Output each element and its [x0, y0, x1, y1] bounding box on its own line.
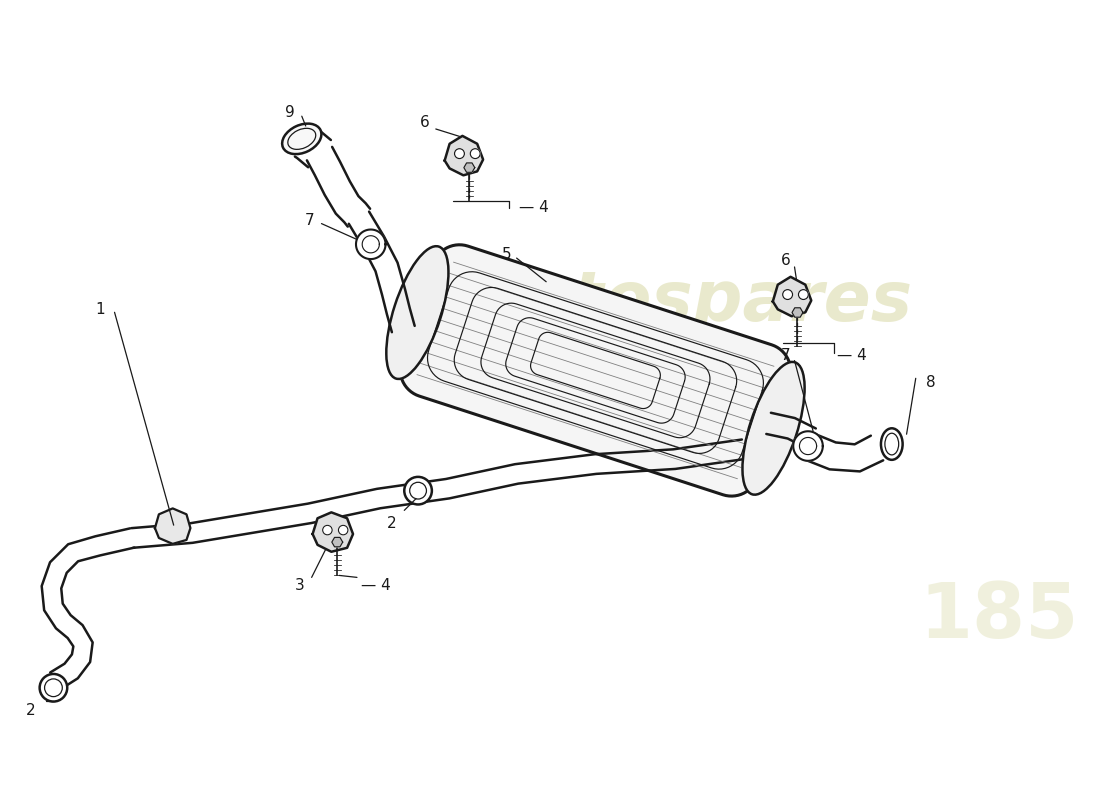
Text: 7: 7 — [305, 213, 315, 228]
Polygon shape — [356, 230, 385, 259]
Text: — 4: — 4 — [361, 578, 390, 593]
Text: — 4: — 4 — [837, 348, 867, 363]
Circle shape — [405, 477, 432, 505]
Polygon shape — [42, 528, 134, 690]
Polygon shape — [464, 163, 475, 172]
Circle shape — [471, 149, 481, 158]
Text: autospares: autospares — [475, 268, 913, 335]
Polygon shape — [803, 434, 883, 471]
Polygon shape — [155, 509, 190, 544]
Text: 6: 6 — [781, 253, 791, 267]
Polygon shape — [307, 147, 370, 226]
Circle shape — [40, 674, 67, 702]
Polygon shape — [767, 413, 816, 448]
Circle shape — [799, 290, 808, 299]
Polygon shape — [773, 277, 812, 316]
Text: 8: 8 — [925, 374, 935, 390]
Circle shape — [339, 526, 348, 535]
Polygon shape — [295, 127, 331, 167]
Text: 9: 9 — [285, 105, 295, 120]
Circle shape — [454, 149, 464, 158]
Polygon shape — [792, 308, 803, 317]
Polygon shape — [444, 136, 483, 175]
Ellipse shape — [742, 362, 804, 494]
Text: 1: 1 — [95, 302, 104, 317]
Text: a passion for parts since 1985: a passion for parts since 1985 — [487, 366, 802, 386]
Circle shape — [322, 526, 332, 535]
Polygon shape — [332, 538, 343, 547]
Ellipse shape — [881, 428, 903, 460]
Polygon shape — [312, 512, 353, 552]
Polygon shape — [349, 212, 415, 332]
Text: — 4: — 4 — [518, 200, 548, 215]
Text: 2: 2 — [25, 703, 35, 718]
Text: 6: 6 — [420, 114, 430, 130]
Polygon shape — [793, 431, 823, 461]
Text: 7: 7 — [781, 348, 791, 363]
Ellipse shape — [386, 246, 449, 379]
Text: 3: 3 — [295, 578, 305, 593]
Circle shape — [783, 290, 793, 299]
Text: 5: 5 — [502, 246, 512, 262]
Polygon shape — [400, 245, 791, 496]
Text: 185: 185 — [920, 580, 1079, 654]
Polygon shape — [132, 439, 745, 548]
Text: 2: 2 — [386, 516, 396, 530]
Ellipse shape — [282, 123, 321, 154]
